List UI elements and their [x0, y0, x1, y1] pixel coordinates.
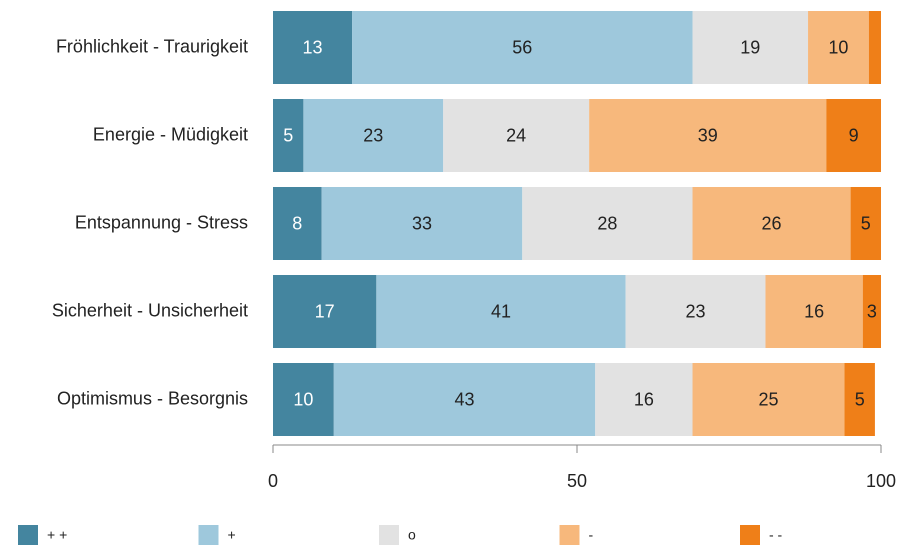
legend-label: - — [589, 527, 594, 543]
bar-segment — [595, 363, 693, 436]
value-label: 26 — [762, 213, 782, 233]
bar-segment — [333, 363, 596, 436]
value-label: 10 — [293, 389, 313, 409]
bar-segment — [273, 275, 377, 348]
value-label: 16 — [634, 389, 654, 409]
bar-segment — [273, 99, 304, 172]
bar-segment — [850, 187, 881, 260]
category-label: Energie - Müdigkeit — [93, 124, 248, 144]
value-label: 17 — [315, 301, 335, 321]
bar-segment — [376, 275, 626, 348]
bar-segment — [862, 275, 881, 348]
bar-segment — [273, 11, 353, 84]
value-label: 9 — [849, 125, 859, 145]
bar-segment — [765, 275, 863, 348]
legend-swatch — [198, 525, 219, 545]
category-label: Sicherheit - Unsicherheit — [52, 300, 248, 320]
value-label: 8 — [292, 213, 302, 233]
value-label: 5 — [283, 125, 293, 145]
value-label: 23 — [686, 301, 706, 321]
value-label: 13 — [303, 37, 323, 57]
legend-label: - - — [769, 527, 783, 543]
legend-label: o — [408, 527, 416, 543]
bar-segment — [692, 11, 809, 84]
x-tick-label: 50 — [567, 471, 587, 491]
value-label: 23 — [363, 125, 383, 145]
bar-segment — [321, 187, 523, 260]
legend-swatch — [379, 525, 399, 545]
bar-segment — [625, 275, 766, 348]
bar-segment — [808, 11, 869, 84]
bar-segment — [692, 187, 851, 260]
bar-segment — [352, 11, 693, 84]
bar-segment — [273, 363, 334, 436]
value-label: 5 — [861, 213, 871, 233]
category-label: Optimismus - Besorgnis — [57, 388, 248, 408]
value-label: 28 — [597, 213, 617, 233]
bar-segment — [692, 363, 845, 436]
bar-segment — [844, 363, 875, 436]
value-label: 43 — [455, 389, 475, 409]
bar-segment — [589, 99, 827, 172]
legend-swatch — [740, 525, 760, 545]
value-label: 16 — [804, 301, 824, 321]
value-label: 56 — [512, 37, 532, 57]
value-label: 10 — [828, 37, 848, 57]
value-label: 25 — [759, 389, 779, 409]
value-label: 3 — [867, 301, 877, 321]
category-label: Entspannung - Stress — [75, 212, 248, 232]
bar-segment — [443, 99, 590, 172]
value-label: 5 — [855, 389, 865, 409]
value-label: 39 — [698, 125, 718, 145]
legend-swatch — [559, 525, 580, 545]
bar-segment — [826, 99, 881, 172]
value-label: 24 — [506, 125, 526, 145]
x-tick-label: 0 — [268, 471, 278, 491]
legend-label: + + — [47, 527, 67, 543]
legend-label: + — [228, 527, 236, 543]
bar-segment — [868, 11, 881, 84]
x-tick-label: 100 — [866, 471, 896, 491]
value-label: 41 — [491, 301, 511, 321]
bar-segment — [273, 187, 322, 260]
bar-segment — [303, 99, 444, 172]
value-label: 19 — [740, 37, 760, 57]
value-label: 33 — [412, 213, 432, 233]
bar-segment — [522, 187, 693, 260]
legend-swatch — [18, 525, 38, 545]
category-label: Fröhlichkeit - Traurigkeit — [56, 36, 248, 56]
